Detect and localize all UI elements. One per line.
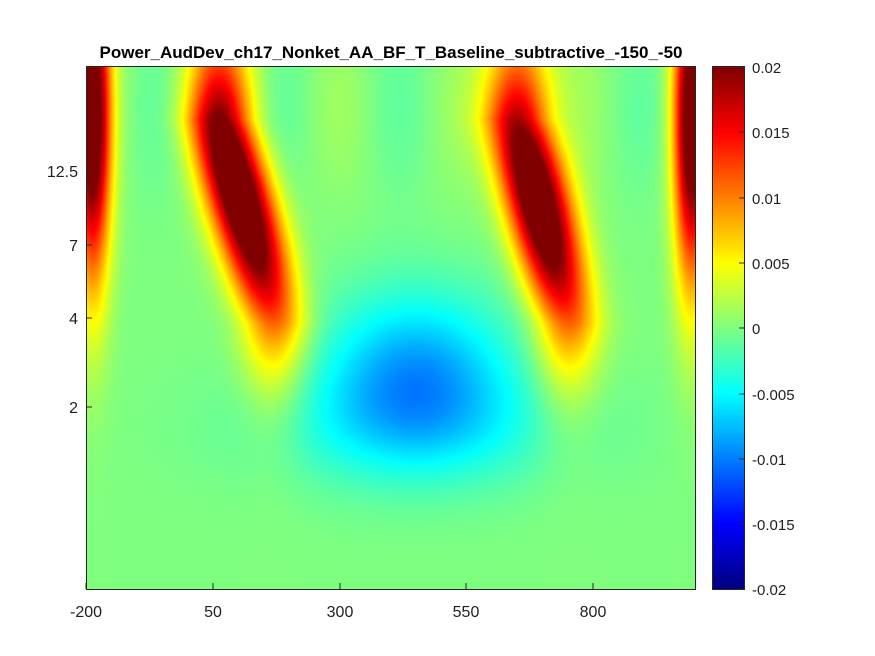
y-tick-label: 2 (69, 400, 78, 417)
x-axis: -200 50 300 550 800 (70, 583, 606, 621)
x-tick-label: 300 (327, 604, 354, 621)
y-tick-label: 12.5 (47, 164, 78, 181)
x-tick-label: 800 (580, 604, 607, 621)
colorbar (713, 67, 744, 589)
colorbar-tick-label: 0 (752, 321, 760, 338)
colorbar-frame (712, 66, 745, 590)
colorbar-tick-label: -0.01 (752, 452, 786, 469)
colorbar-ticks: 0.02 0.015 0.01 0.005 0 -0.005 -0.01 -0.… (739, 60, 795, 599)
colorbar-tick-label: 0.02 (752, 60, 781, 77)
heatmap-plot-area (87, 67, 695, 589)
colorbar-tick-label: 0.015 (752, 125, 790, 142)
x-tick-label: -200 (70, 604, 102, 621)
colorbar-tick-label: -0.02 (752, 582, 786, 599)
chart-title: Power_AudDev_ch17_Nonket_AA_BF_T_Baselin… (100, 43, 683, 62)
plot-frame (86, 66, 696, 590)
y-tick-label: 7 (69, 238, 78, 255)
y-tick-label: 4 (69, 311, 78, 328)
colorbar-tick-label: 0.01 (752, 191, 781, 208)
y-axis: 2 4 7 12.5 (47, 164, 92, 417)
colorbar-tick-label: -0.015 (752, 517, 795, 534)
colorbar-tick-label: -0.005 (752, 387, 795, 404)
x-tick-label: 550 (453, 604, 480, 621)
x-tick-label: 50 (204, 604, 222, 621)
colorbar-tick-label: 0.005 (752, 256, 790, 273)
